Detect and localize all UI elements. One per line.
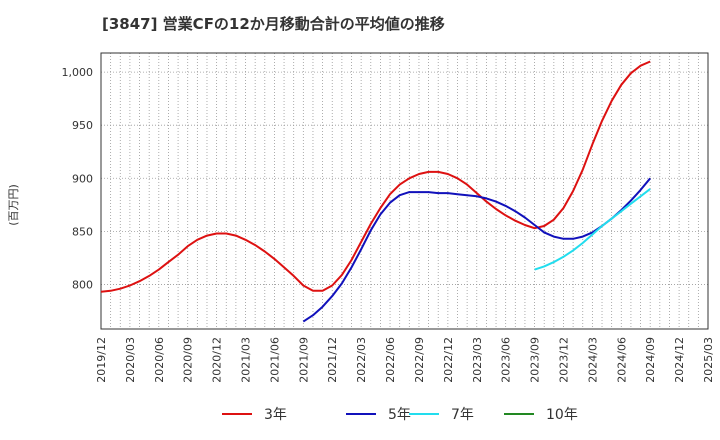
x-tick-label: 2021/12 xyxy=(326,337,339,383)
x-tick-label: 2022/03 xyxy=(355,337,368,383)
x-tick-label: 2024/06 xyxy=(615,337,628,383)
x-tick-label: 2024/12 xyxy=(673,337,686,383)
series-line xyxy=(534,188,651,271)
x-tick-label: 2021/06 xyxy=(268,337,281,383)
x-tick-label: 2024/09 xyxy=(644,337,657,383)
series-line xyxy=(302,177,651,323)
y-axis-label: (百万円) xyxy=(7,184,20,226)
legend-label: 7年 xyxy=(451,407,474,423)
y-tick-label: 950 xyxy=(72,119,93,132)
x-tick-label: 2025/03 xyxy=(702,337,715,383)
y-tick-label: 1,000 xyxy=(62,66,94,79)
legend-label: 10年 xyxy=(546,407,578,423)
chart-title: [3847] 営業CFの12か月移動合計の平均値の推移 xyxy=(102,15,445,33)
x-tick-label: 2023/09 xyxy=(529,337,542,383)
x-tick-label: 2022/09 xyxy=(413,337,426,383)
series-lines xyxy=(100,60,651,323)
x-tick-label: 2020/12 xyxy=(211,337,224,383)
x-tick-label: 2020/09 xyxy=(182,337,195,383)
x-tick-label: 2021/03 xyxy=(240,337,253,383)
x-tick-label: 2019/12 xyxy=(95,337,108,383)
x-tick-label: 2023/03 xyxy=(471,337,484,383)
x-tick-label: 2022/12 xyxy=(442,337,455,383)
y-tick-label: 800 xyxy=(72,278,93,291)
legend-label: 5年 xyxy=(388,407,411,423)
y-tick-label: 850 xyxy=(72,225,93,238)
x-tick-label: 2023/12 xyxy=(557,337,570,383)
y-axis-ticks: 800 850 900 950 1,000 xyxy=(62,66,94,291)
legend: 3年 5年 7年 10年 xyxy=(222,407,578,423)
legend-label: 3年 xyxy=(264,407,287,423)
x-tick-label: 2020/03 xyxy=(124,337,137,383)
x-tick-label: 2021/09 xyxy=(297,337,310,383)
x-tick-label: 2022/06 xyxy=(384,337,397,383)
x-tick-label: 2024/03 xyxy=(586,337,599,383)
plot-area xyxy=(100,52,709,330)
grid-lines xyxy=(101,53,708,329)
y-tick-label: 900 xyxy=(72,172,93,185)
x-tick-label: 2023/06 xyxy=(500,337,513,383)
series-line xyxy=(100,60,651,293)
x-tick-label: 2020/06 xyxy=(153,337,166,383)
x-axis-ticks: 2019/12 2020/03 2020/06 2020/09 2020/12 2021/… xyxy=(95,337,715,383)
